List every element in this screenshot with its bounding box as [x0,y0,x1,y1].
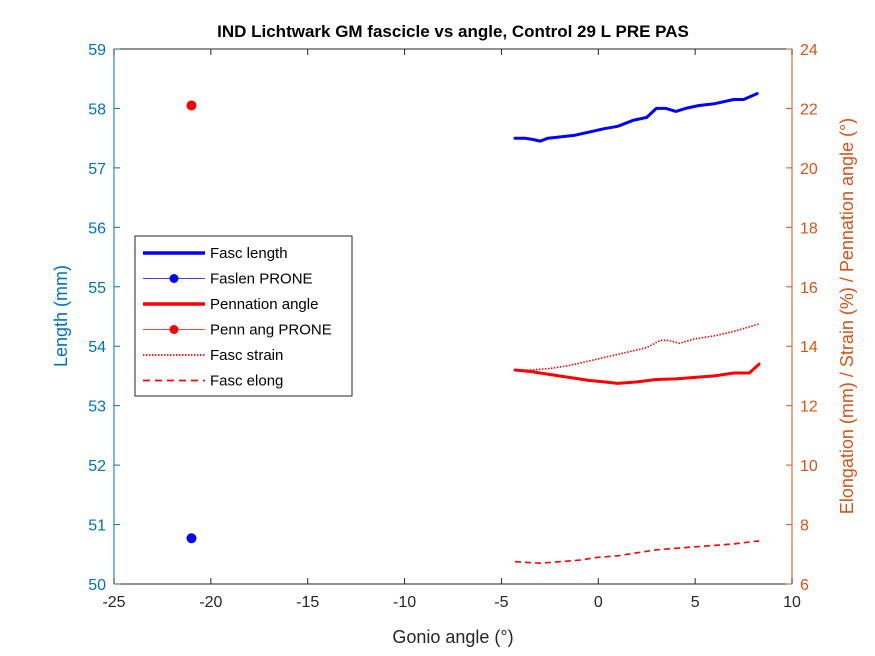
y-right-tick-label: 8 [800,518,809,535]
legend-items: Fasc length Faslen PRONE Pennation angle Pe… [143,245,332,390]
legend: Fasc length Faslen PRONE Pennation angle Pe… [134,235,353,397]
legend-box [134,235,353,397]
y-axis-left-label: Length (mm) [51,265,71,367]
y-right-tick-label: 6 [800,577,809,594]
y-right-tick-label: 20 [800,161,818,178]
y-right-tick-label: 12 [800,399,818,416]
y-left-tick-label: 56 [88,220,106,237]
x-tick-label: 5 [691,594,700,611]
legend-marker-penn-ang-prone [169,325,179,334]
y-left-tick-label: 54 [88,339,106,356]
series-line-pennation-angle [513,362,761,385]
series-layer [186,92,761,565]
legend-label-pennation-angle: Pennation angle [210,296,318,313]
x-tick-label: 10 [783,594,801,611]
y-right-tick-label: 16 [800,280,818,297]
y-right-tick-label: 10 [800,458,818,475]
y-left-tick-label: 50 [88,577,106,594]
y-left-tick-label: 57 [88,161,106,178]
ticks: -25 -20 -15 -10 -5 0 5 10 50 51 52 53 54 55 56 57 58 59 6 8… [88,42,818,611]
x-tick-label: -25 [102,594,125,611]
y-left-tick-label: 51 [88,518,106,535]
legend-label-fasc-length: Fasc length [210,245,288,262]
x-tick-label: 0 [594,594,603,611]
data-point-penn-ang-prone [186,100,197,111]
series-line-fasc-length [513,92,759,143]
legend-label-faslen-prone: Faslen PRONE [210,271,313,288]
legend-label-penn-ang-prone: Penn ang PRONE [210,322,332,339]
y-right-tick-label: 22 [800,101,818,118]
y-left-tick-label: 55 [88,280,106,297]
x-axis-label: Gonio angle (°) [392,627,513,647]
x-tick-label: -5 [494,594,508,611]
chart-title: IND Lichtwark GM fascicle vs angle, Cont… [217,22,689,41]
y-right-tick-label: 24 [800,42,818,59]
x-tick-label: -20 [199,594,222,611]
x-tick-label: -10 [393,594,416,611]
y-axis-right-label: Elongation (mm) / Strain (%) / Pennation… [837,118,857,514]
series-line-fasc-elong [514,540,760,565]
y-right-tick-label: 18 [800,220,818,237]
y-left-tick-label: 53 [88,399,106,416]
y-left-tick-label: 52 [88,458,106,475]
legend-label-fasc-strain: Fasc strain [210,347,283,364]
legend-label-fasc-elong: Fasc elong [210,373,283,390]
legend-marker-faslen-prone [169,274,179,283]
axes [113,48,793,585]
data-point-faslen-prone [186,533,197,544]
y-left-tick-label: 59 [88,42,106,59]
x-tick-label: -15 [296,594,319,611]
series-line-fasc-strain [515,323,760,371]
y-left-tick-label: 58 [88,101,106,118]
y-right-tick-label: 14 [800,339,818,356]
